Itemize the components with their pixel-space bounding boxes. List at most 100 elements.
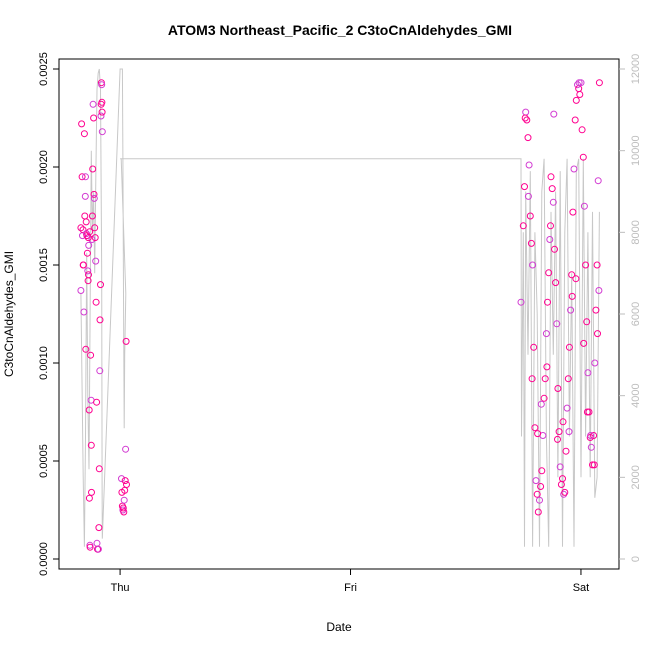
data-point: [580, 339, 588, 347]
data-point: [568, 271, 576, 279]
data-point: [87, 351, 95, 359]
data-point: [79, 261, 87, 269]
data-point: [562, 447, 570, 455]
data-point: [97, 112, 105, 120]
data-point: [541, 375, 549, 383]
data-point: [569, 208, 577, 216]
data-point: [574, 81, 581, 89]
data-point: [552, 279, 560, 287]
data-point: [531, 424, 539, 432]
data-point: [90, 190, 98, 198]
data-point: [594, 177, 602, 185]
data-point: [547, 173, 555, 181]
data-point: [592, 306, 600, 314]
data-point: [85, 406, 93, 414]
data-point: [98, 108, 106, 116]
data-point: [557, 481, 565, 488]
data-point: [526, 212, 534, 220]
data-point: [550, 110, 558, 118]
data-point: [96, 316, 104, 324]
data-point: [590, 432, 598, 439]
data-point: [582, 261, 590, 269]
altitude-line-layer: [80, 68, 600, 547]
y2-axis: 0 2000 4000 6000 8000 10000 12000: [619, 54, 642, 562]
data-point: [568, 292, 576, 300]
data-point: [595, 79, 603, 87]
data-point: [547, 222, 554, 230]
data-point: [576, 91, 584, 98]
data-point: [98, 81, 106, 89]
data-point: [572, 96, 580, 104]
data-point: [524, 134, 532, 142]
data-point: [584, 369, 592, 377]
data-point: [89, 165, 97, 173]
data-point: [86, 543, 94, 551]
y-tick-label: 0.0000: [38, 542, 50, 576]
data-point: [82, 173, 89, 181]
x-axis: Thu Fri Sat: [111, 569, 589, 594]
data-point: [82, 218, 90, 226]
data-point: [517, 298, 525, 306]
x-axis-label: Date: [326, 620, 352, 634]
y2-tick-label: 4000: [630, 383, 642, 407]
data-point: [521, 114, 529, 122]
data-point: [563, 404, 571, 412]
data-point: [92, 257, 100, 265]
y-tick-label: 0.0020: [38, 150, 50, 184]
data-point: [90, 114, 98, 122]
data-point: [95, 524, 103, 532]
y2-tick-label: 6000: [630, 302, 642, 326]
data-point: [80, 308, 88, 316]
data-point: [97, 281, 104, 289]
data-point: [82, 345, 90, 353]
data-point: [543, 363, 551, 371]
data-point: [564, 375, 572, 383]
data-point: [537, 483, 545, 490]
data-point: [534, 430, 542, 438]
data-point: [122, 445, 130, 453]
y-tick-label: 0.0005: [38, 444, 50, 478]
data-point: [579, 153, 587, 161]
data-point: [561, 488, 569, 496]
data-point: [534, 508, 542, 516]
data-point: [98, 128, 106, 136]
data-point: [583, 318, 591, 326]
data-point: [587, 443, 595, 451]
data-point: [81, 192, 89, 200]
data-point: [571, 116, 579, 124]
data-point: [85, 271, 92, 279]
data-point: [538, 467, 546, 475]
data-point: [122, 337, 130, 345]
data-point: [578, 126, 586, 134]
data-point: [524, 192, 532, 200]
data-point: [528, 375, 536, 383]
data-point: [575, 79, 583, 87]
data-point: [519, 222, 527, 230]
data-point: [544, 298, 551, 306]
data-point: [119, 504, 127, 512]
data-point: [521, 183, 528, 191]
altitude-line: [80, 68, 600, 547]
data-point: [85, 241, 93, 249]
data-point: [89, 100, 97, 108]
data-point: [536, 496, 543, 504]
data-point: [120, 496, 128, 504]
data-point: [123, 481, 130, 488]
data-point: [590, 461, 598, 469]
data-point: [554, 385, 562, 392]
data-point: [540, 394, 548, 402]
y-tick-label: 0.0025: [38, 52, 50, 86]
data-point: [93, 398, 101, 406]
points-layer: [77, 79, 603, 553]
data-point: [88, 212, 96, 220]
y-axis: 0.0000 0.0005 0.0010 0.0015 0.0020 0.0025: [38, 52, 59, 576]
data-point: [594, 330, 601, 338]
data-point: [527, 239, 535, 247]
data-point: [77, 224, 85, 232]
x-tick-label: Thu: [111, 582, 130, 594]
data-point: [84, 267, 92, 275]
data-point: [565, 428, 573, 436]
data-point: [553, 320, 561, 328]
data-point: [523, 116, 531, 124]
